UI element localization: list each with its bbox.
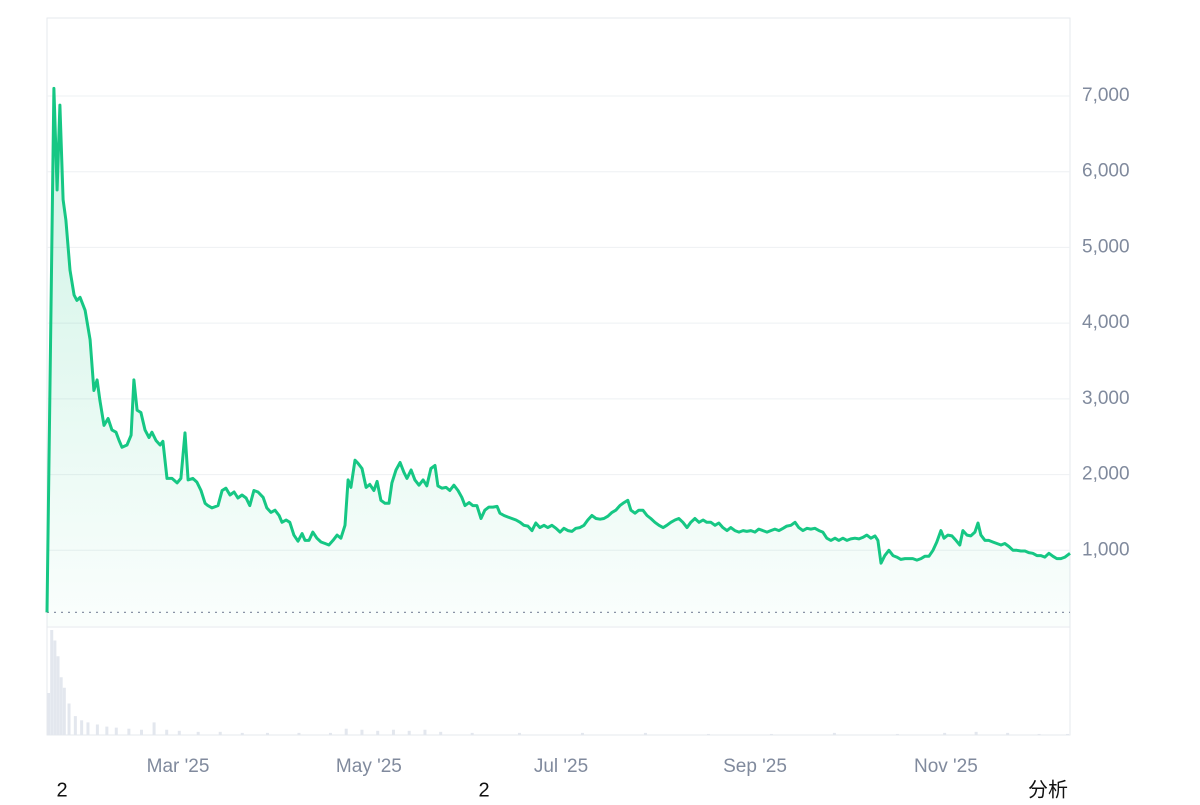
volume-bar (240, 732, 244, 735)
volume-bar (344, 728, 348, 735)
volume-bar (328, 732, 332, 735)
volume-bar (470, 732, 474, 735)
volume-bar (47, 693, 51, 735)
volume-bar (59, 677, 63, 735)
x-tick-label: Sep '25 (723, 756, 787, 777)
volume-bar (376, 730, 380, 735)
x-tick-label: Nov '25 (914, 756, 978, 777)
volume-bar (1037, 733, 1041, 735)
volume-bar (152, 722, 156, 735)
volume-bar (56, 656, 60, 735)
volume-bar (439, 731, 443, 735)
x-tick-label: May '25 (336, 756, 402, 777)
footer-label: 2 (56, 779, 67, 800)
volume-bar (95, 724, 99, 735)
volume-bar (50, 630, 54, 735)
volume-bar (832, 732, 836, 735)
volume-bar (67, 703, 71, 735)
y-tick-label: 2,000 (1082, 464, 1130, 485)
y-tick-label: 6,000 (1082, 161, 1130, 182)
volume-bar (423, 729, 427, 735)
volume-bar (80, 720, 84, 735)
y-tick-label: 1,000 (1082, 539, 1130, 560)
footer-label: 分析 (1028, 778, 1068, 800)
footer-label: 2 (478, 779, 489, 800)
volume-bar (218, 731, 222, 735)
volume-bar (407, 730, 411, 735)
y-tick-label: 5,000 (1082, 236, 1130, 257)
volume-bar (105, 726, 109, 735)
volume-bar (706, 733, 710, 735)
volume-bar (895, 733, 899, 735)
y-tick-label: 4,000 (1082, 312, 1130, 333)
volume-bar (974, 731, 978, 735)
volume-bar (177, 730, 181, 735)
x-tick-label: Mar '25 (147, 756, 210, 777)
y-tick-label: 7,000 (1082, 85, 1130, 106)
volume-bar (62, 687, 66, 735)
volume-bar (943, 732, 947, 735)
volume-bar (643, 732, 647, 735)
volume-bar (53, 640, 57, 735)
volume-bar (73, 716, 77, 735)
volume-bar (391, 729, 395, 735)
volume-bar (1006, 732, 1010, 735)
volume-bar (196, 731, 200, 735)
volume-bar (86, 722, 90, 735)
price-line (45, 86, 1071, 613)
volume-bar (139, 729, 143, 735)
volume-bar (265, 732, 269, 735)
volume-bar (769, 733, 773, 735)
volume-bar (114, 727, 118, 735)
plot-frame (46, 17, 1071, 736)
volume-bar (297, 732, 301, 735)
volume-bar (165, 729, 169, 735)
volume-bar (580, 732, 584, 735)
volume-bar (1065, 733, 1069, 735)
price-area (47, 88, 1070, 626)
volume-bar (127, 728, 131, 735)
y-tick-label: 3,000 (1082, 388, 1130, 409)
x-tick-label: Jul '25 (534, 756, 588, 777)
volume-bar (517, 732, 521, 735)
volume-bar (360, 729, 364, 735)
